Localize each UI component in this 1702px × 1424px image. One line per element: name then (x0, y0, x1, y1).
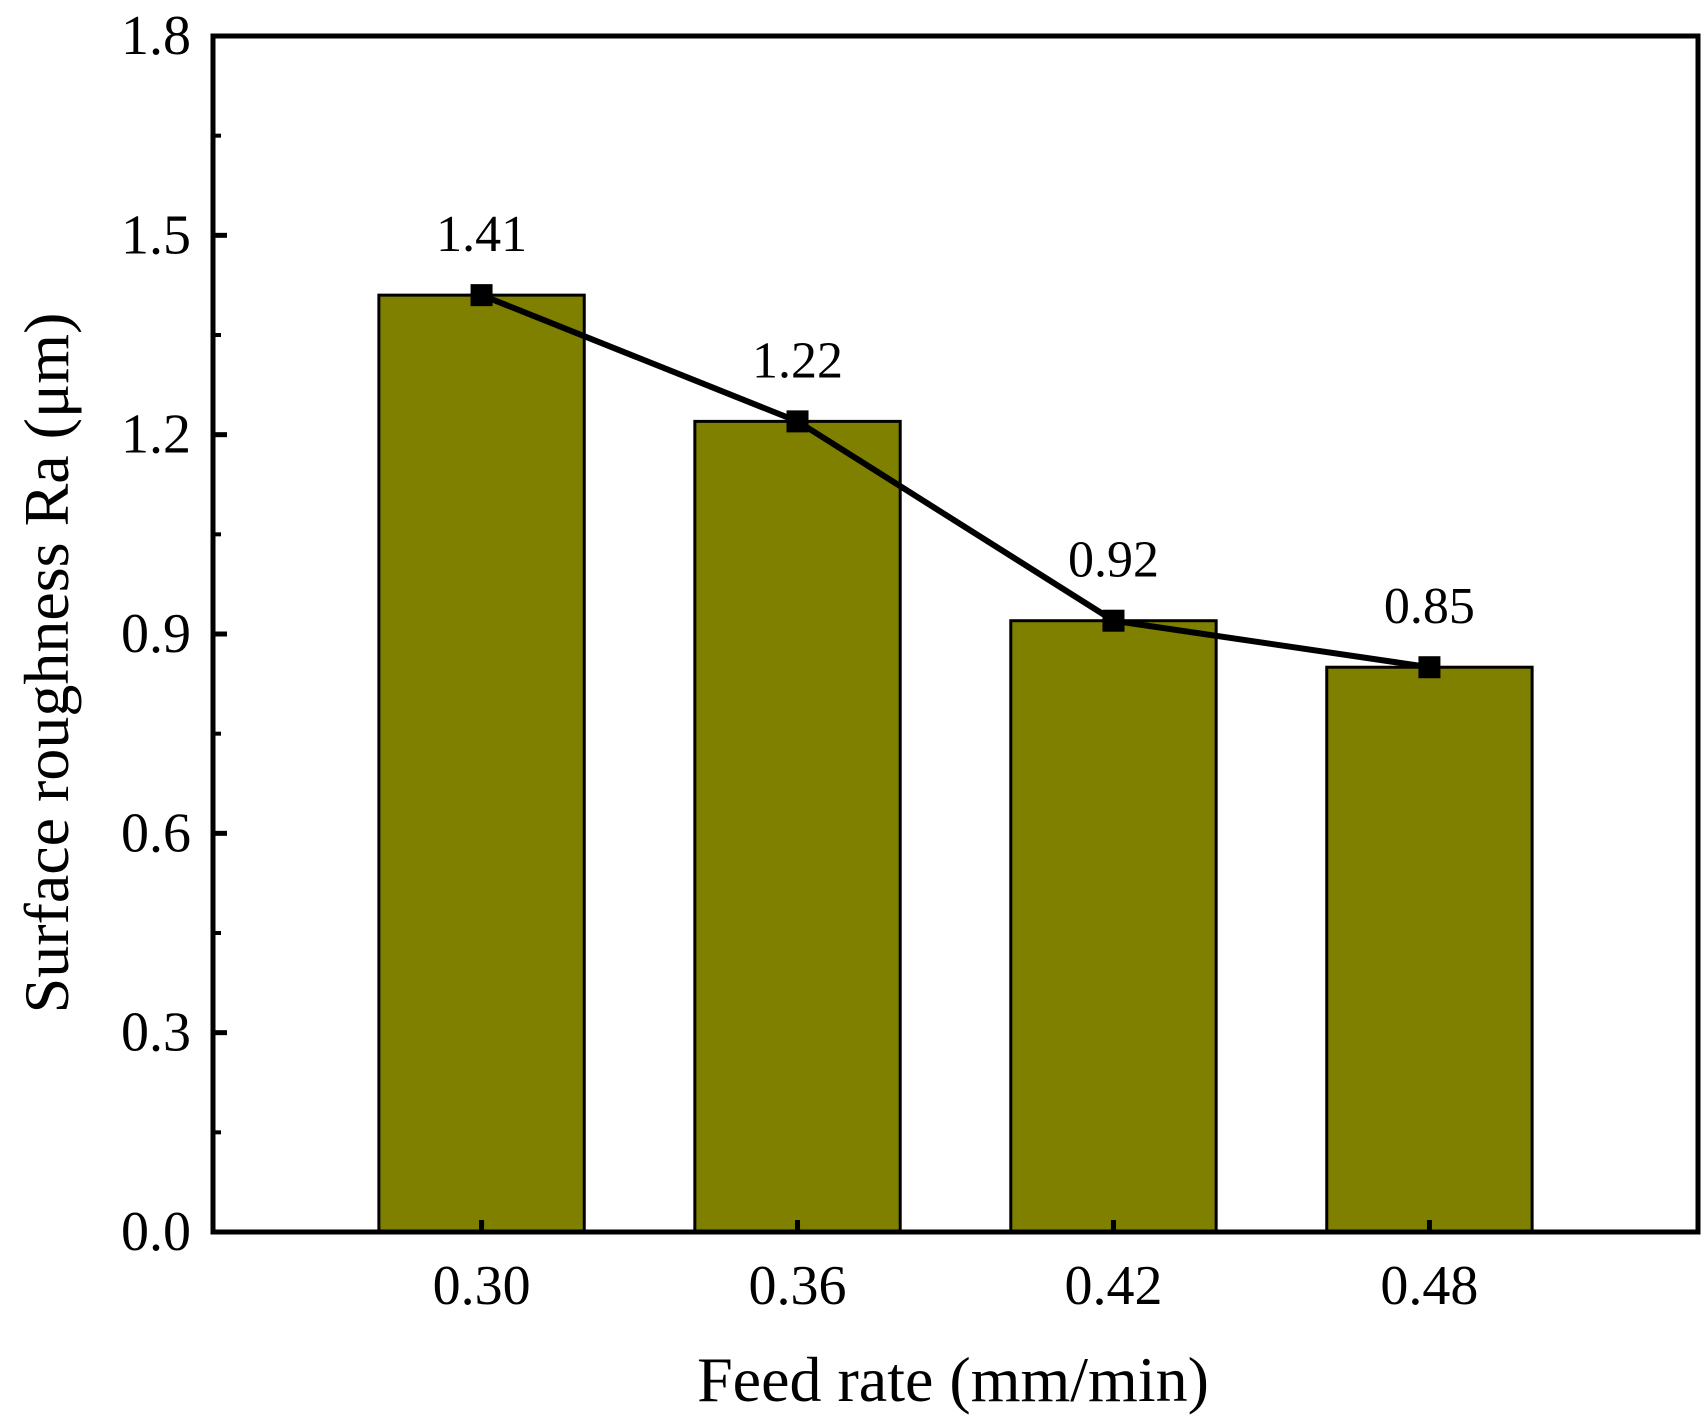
marker-0.30 (470, 284, 493, 307)
y-tick-label-1.8: 1.8 (121, 5, 191, 67)
y-tick-label-0.6: 0.6 (121, 802, 191, 864)
trend-polyline (480, 292, 1430, 671)
y-tick-label-1.5: 1.5 (121, 204, 191, 266)
marker-0.36 (786, 410, 809, 433)
data-labels: 1.41 1.22 0.92 0.85 (436, 206, 1475, 635)
x-tick-label-0.42: 0.42 (1064, 1255, 1162, 1317)
data-label-0.36: 1.22 (752, 332, 843, 389)
data-label-0.42: 0.92 (1068, 532, 1159, 589)
trend-line (470, 284, 1441, 679)
data-label-0.30: 1.41 (436, 206, 527, 263)
y-tick-label-0.9: 0.9 (121, 603, 191, 665)
marker-0.48 (1418, 656, 1441, 679)
bar-0.48 (1325, 665, 1534, 1234)
bar-0.30 (377, 293, 586, 1234)
bars (377, 293, 1534, 1234)
marker-0.42 (1102, 609, 1125, 632)
x-tick-label-0.48: 0.48 (1380, 1255, 1478, 1317)
x-tick-label-0.30: 0.30 (433, 1255, 531, 1317)
bar-0.42 (1009, 619, 1218, 1234)
axes: 0.0 0.3 0.6 0.9 1.2 1.5 1.8 0.30 0.36 0.42 0.48 (121, 5, 1701, 1317)
x-tick-label-0.36: 0.36 (749, 1255, 847, 1317)
data-label-0.48: 0.85 (1384, 578, 1475, 635)
bar-0.36 (693, 419, 902, 1234)
y-axis-title: Surface roughness Ra (μm) (11, 313, 82, 1014)
y-tick-label-1.2: 1.2 (121, 404, 191, 466)
x-axis-title: Feed rate (mm/min) (697, 1344, 1209, 1415)
y-tick-label-0.3: 0.3 (121, 1002, 191, 1064)
y-tick-label-0.0: 0.0 (121, 1201, 191, 1263)
